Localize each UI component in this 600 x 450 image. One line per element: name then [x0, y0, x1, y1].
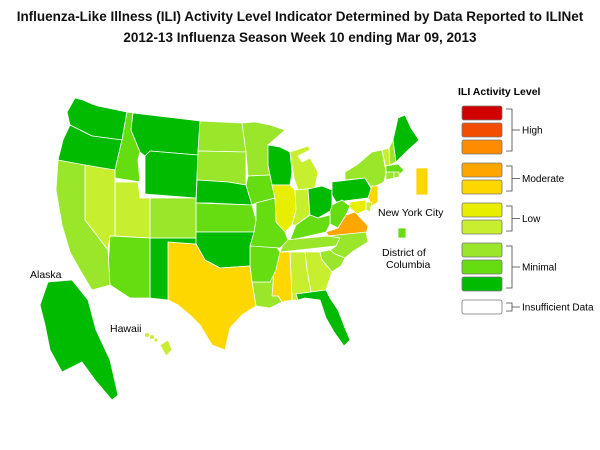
legend-labels: High Moderate Low Minimal Insufficient Data — [522, 126, 594, 314]
state-MT — [130, 112, 201, 157]
legend-label: Moderate — [522, 174, 565, 185]
state-WI — [267, 144, 293, 186]
state-AZ — [107, 235, 151, 299]
legend-label: Minimal — [522, 263, 556, 274]
state-MD — [349, 199, 367, 215]
state-ME — [392, 114, 420, 163]
map-title: Influenza-Like Illness (ILI) Activity Le… — [16, 9, 584, 24]
hawaii-label: Hawaii — [110, 323, 142, 335]
legend-swatch-level-9 — [461, 122, 503, 138]
legend-swatch-level-4 — [461, 219, 503, 235]
state-CA — [55, 159, 111, 291]
state-CO — [149, 197, 197, 239]
legend-label: High — [522, 126, 543, 137]
legend-bracket-4 — [506, 302, 520, 312]
hawaii-island-3 — [154, 338, 158, 342]
legend-bracket-1 — [506, 165, 520, 192]
state-DE — [365, 201, 373, 213]
nyc-label: New York City — [378, 207, 444, 219]
legend-swatch-level-5 — [461, 202, 503, 218]
state-NYC — [415, 167, 429, 196]
state-HI — [159, 339, 173, 357]
state-DC — [397, 227, 407, 239]
map-subtitle: 2012-13 Influenza Season Week 10 ending … — [123, 30, 477, 45]
state-SD — [196, 150, 247, 186]
hawaii-island-2 — [150, 335, 154, 339]
state-MI — [289, 145, 319, 191]
hawaii-islands — [145, 333, 158, 342]
state-RI — [393, 171, 400, 179]
legend-brackets — [506, 108, 520, 312]
legend-swatch-level-8 — [461, 139, 503, 155]
state-NJ — [367, 185, 379, 207]
legend: ILI Activity Level High Moderate Low Minima… — [458, 86, 594, 315]
legend-label: Low — [522, 214, 541, 225]
state-KS — [195, 202, 257, 233]
state-ND — [197, 120, 247, 153]
legend-bracket-0 — [506, 108, 520, 152]
state-AK — [39, 279, 119, 401]
state-FL — [295, 289, 351, 347]
legend-title: ILI Activity Level — [458, 86, 541, 98]
legend-swatch-level-6 — [461, 179, 503, 195]
dc-label-line2: Columbia — [386, 259, 431, 271]
legend-swatch-level-0 — [461, 299, 503, 315]
hawaii-island-1 — [145, 333, 149, 337]
title-block: Influenza-Like Illness (ILI) Activity Le… — [0, 8, 600, 47]
map-labels: Alaska Hawaii New York City District of … — [30, 207, 444, 335]
dc-label-line1: District of — [382, 247, 426, 259]
legend-swatches — [461, 105, 503, 315]
state-WY — [144, 150, 199, 199]
alaska-label: Alaska — [30, 269, 62, 281]
legend-bracket-3 — [506, 245, 520, 289]
state-OH — [307, 185, 333, 219]
state-TX — [167, 241, 257, 351]
state-NY — [344, 149, 387, 189]
legend-swatch-level-7 — [461, 162, 503, 178]
us-states — [39, 97, 429, 401]
legend-label: Insufficient Data — [522, 303, 594, 314]
legend-swatch-level-10 — [461, 105, 503, 121]
state-PA — [331, 177, 373, 203]
state-MA — [385, 163, 405, 175]
legend-swatch-level-1 — [461, 276, 503, 292]
legend-bracket-2 — [506, 205, 520, 232]
legend-swatch-level-2 — [461, 259, 503, 275]
legend-swatch-level-3 — [461, 242, 503, 258]
state-CT — [385, 171, 395, 181]
